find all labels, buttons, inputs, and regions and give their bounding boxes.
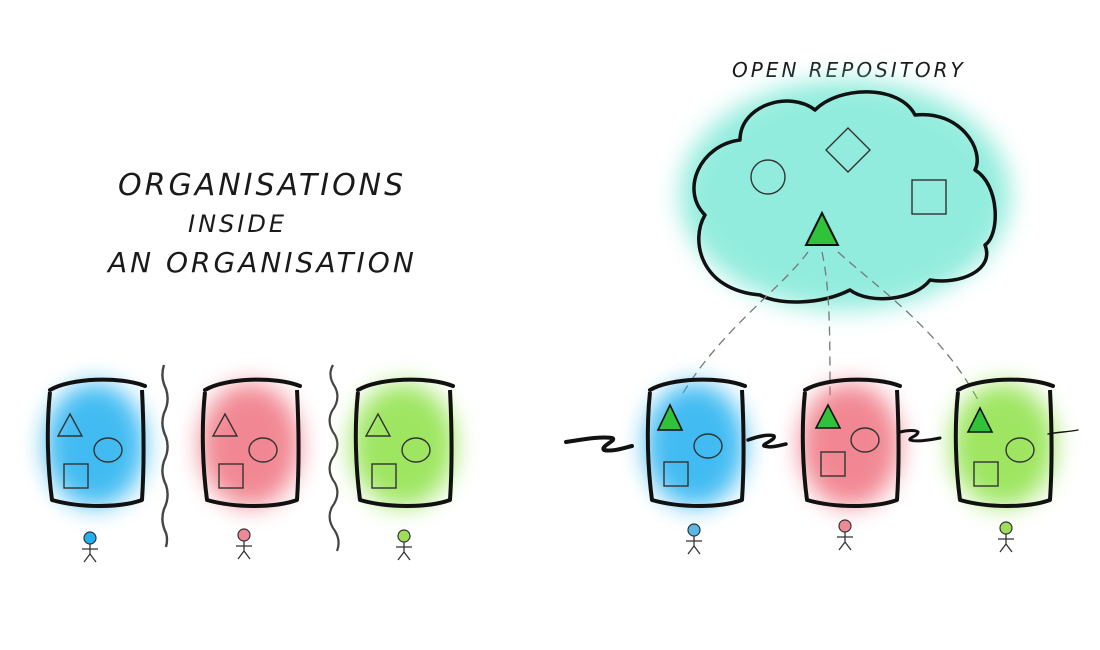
bucket-blue-left: [45, 377, 147, 508]
right-title: OPEN REPOSITORY: [732, 58, 966, 82]
person-icon: [82, 531, 98, 563]
divider-line: [161, 364, 169, 548]
open-repository-cloud: [680, 80, 1010, 310]
divider-line: [328, 364, 340, 552]
bucket-green-left: [351, 377, 455, 508]
bucket-red-left: [200, 377, 302, 508]
person-icon: [686, 523, 702, 555]
person-icon: [396, 529, 412, 561]
person-icon: [998, 521, 1014, 553]
left-title: ORGANISATIONS INSIDE AN ORGANISATION: [106, 168, 417, 279]
bucket-links: [564, 429, 1079, 453]
repository-links: [679, 251, 979, 403]
bucket-blue-right: [645, 377, 747, 508]
bucket-green-right: [951, 377, 1055, 508]
left-title-line3: AN ORGANISATION: [106, 246, 417, 279]
person-icon: [236, 528, 252, 560]
person-icon: [837, 519, 853, 551]
left-title-line2: INSIDE: [188, 210, 287, 238]
bucket-red-right: [800, 377, 902, 508]
left-title-line1: ORGANISATIONS: [118, 168, 406, 203]
